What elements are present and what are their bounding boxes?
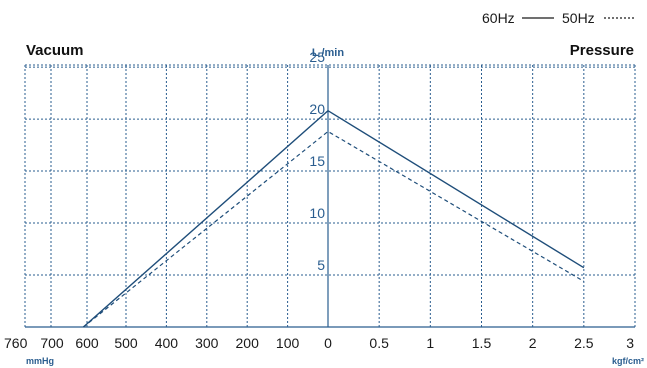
pressure-unit-label: kgf/cm² <box>612 356 644 366</box>
series-layer <box>82 109 585 328</box>
x-tick-label-vacuum: 200 <box>236 335 260 351</box>
vacuum-unit-label: mmHg <box>26 356 54 366</box>
x-tick-label-vacuum: 100 <box>276 335 300 351</box>
x-tick-label-vacuum: 500 <box>114 335 138 351</box>
y-tick-label: 15 <box>309 153 325 169</box>
y-ticks: 5 10 15 20 25 <box>309 49 325 273</box>
x-tick-label-vacuum: 0 <box>324 335 332 351</box>
legend: 60Hz 50Hz <box>482 10 634 26</box>
x-tick-label-pressure: 2.5 <box>574 335 594 351</box>
x-ticks: 760 700 600 500 400 300 200 100 0 0.5 1 1.5 2 2.5 3 <box>4 335 634 351</box>
grid <box>24 64 636 328</box>
vacuum-label: Vacuum <box>26 42 84 59</box>
y-tick-label: 25 <box>309 49 325 65</box>
x-tick-label-vacuum: 760 <box>4 335 28 351</box>
x-tick-label-vacuum: 400 <box>155 335 179 351</box>
x-tick-label-pressure: 3 <box>626 335 634 351</box>
legend-label-50hz: 50Hz <box>562 10 595 26</box>
pressure-label: Pressure <box>570 42 634 59</box>
series-line-50hz <box>83 130 585 328</box>
x-tick-label-pressure: 2 <box>529 335 537 351</box>
legend-label-60hz: 60Hz <box>482 10 515 26</box>
y-tick-label: 5 <box>317 257 325 273</box>
series-line-60hz <box>82 109 585 328</box>
x-tick-label-pressure: 1.5 <box>472 335 492 351</box>
y-tick-label: 10 <box>309 205 325 221</box>
x-tick-label-vacuum: 300 <box>195 335 219 351</box>
x-tick-label-vacuum: 700 <box>40 335 64 351</box>
x-tick-label-pressure: 0.5 <box>369 335 389 351</box>
y-axis-label: L /min <box>312 47 344 59</box>
y-tick-label: 20 <box>309 101 325 117</box>
x-tick-label-pressure: 1 <box>426 335 434 351</box>
x-tick-label-vacuum: 600 <box>75 335 99 351</box>
